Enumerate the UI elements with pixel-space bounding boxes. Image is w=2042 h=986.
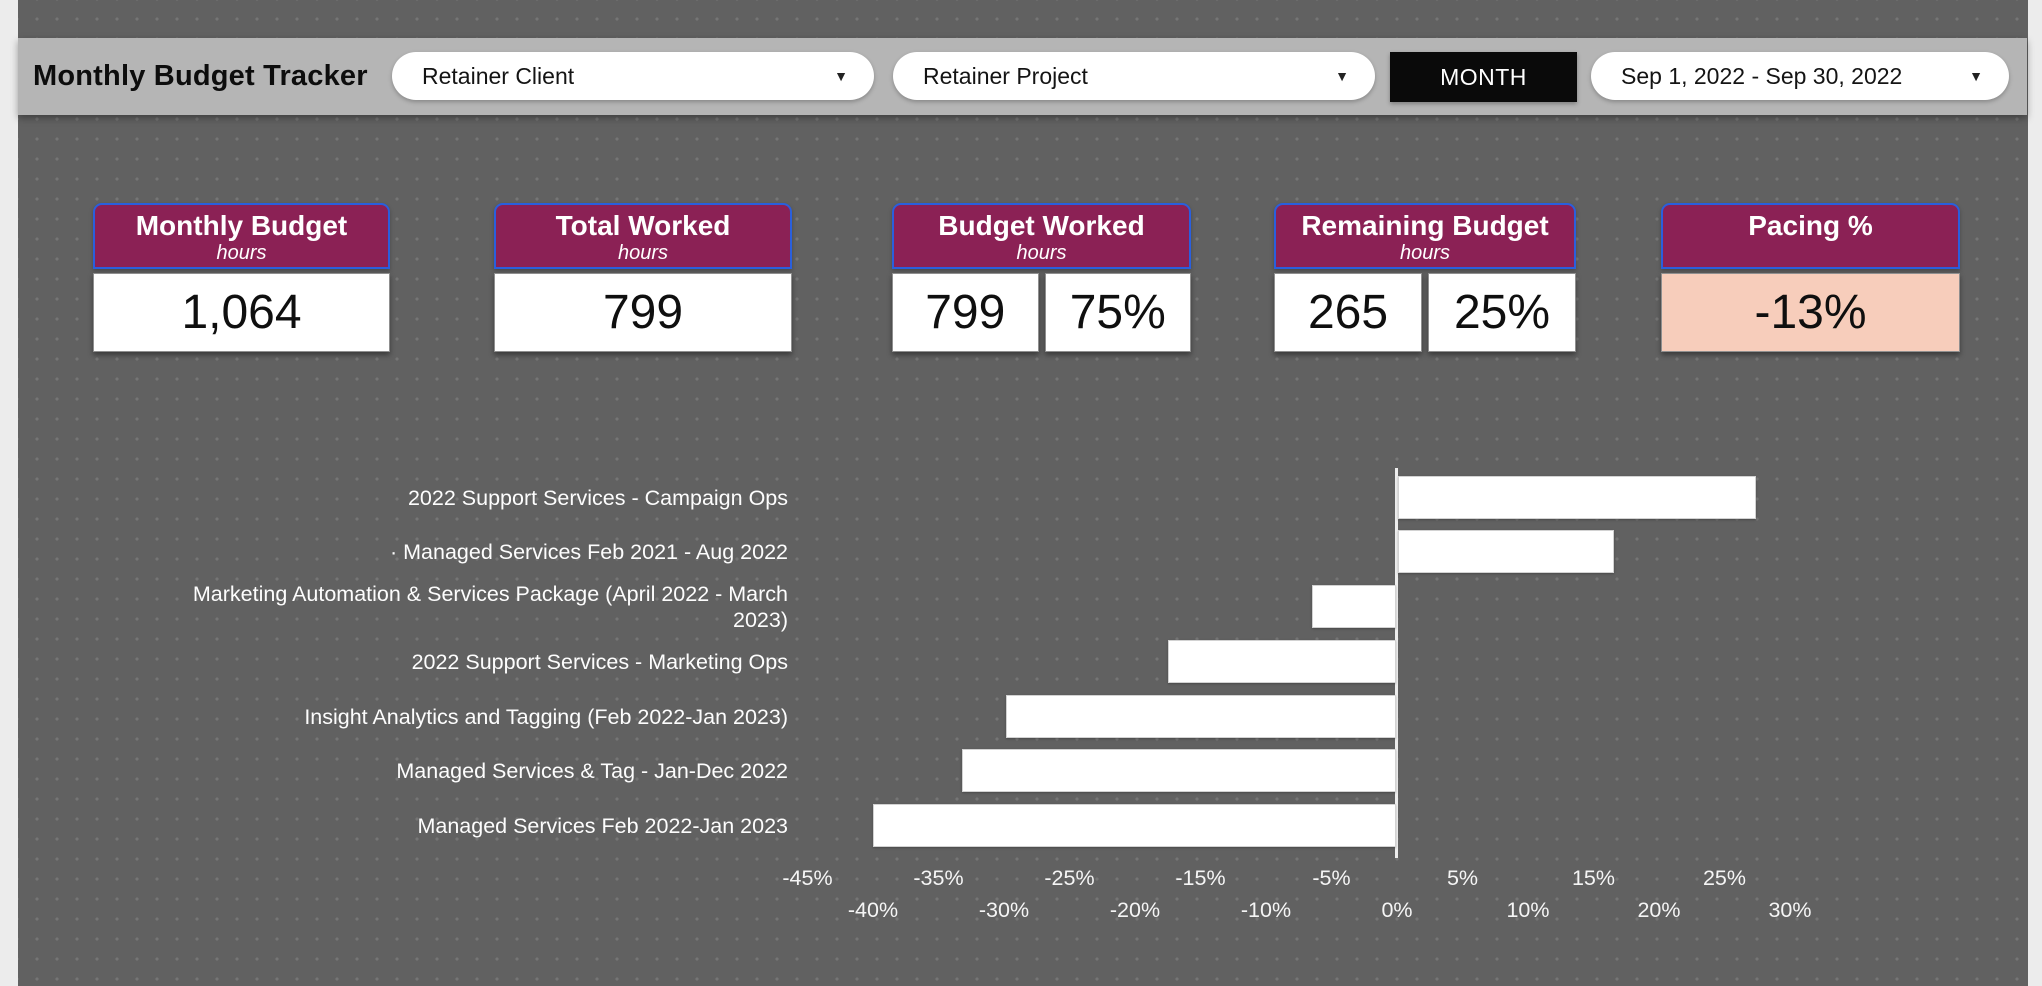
scorecard-value: 1,064 (93, 273, 390, 352)
pacing-bar[interactable] (1005, 695, 1396, 738)
x-axis-tick-label: 20% (1637, 898, 1681, 922)
scorecard-value: 799 (494, 273, 792, 352)
report-canvas: 2022 Support Services - Campaign Ops · Ma… (18, 0, 2028, 986)
chart-row: Insight Analytics and Tagging (Feb 2022-… (18, 695, 2028, 738)
pacing-bar[interactable] (1398, 476, 1756, 519)
chevron-down-icon: ▼ (1335, 68, 1349, 84)
scorecard-title: Pacing % (1748, 210, 1873, 241)
scorecard-monthly-budget: Monthly Budget hours 1,064 (93, 203, 390, 352)
scorecard-header: Pacing % (1661, 203, 1960, 269)
chart-row: Managed Services Feb 2022-Jan 2023 (18, 804, 2028, 847)
scorecard-value-hours: 265 (1274, 273, 1422, 352)
month-period-button[interactable]: MONTH (1390, 52, 1577, 102)
x-axis-tick-label: 10% (1506, 898, 1550, 922)
scorecard-header: Budget Worked hours (892, 203, 1191, 269)
scorecard-remaining-budget: Remaining Budget hours 265 25% (1274, 203, 1576, 352)
client-filter-label: Retainer Client (422, 62, 575, 89)
x-axis-tick-label: -25% (1044, 866, 1095, 890)
chevron-down-icon: ▼ (834, 68, 848, 84)
x-axis-tick-label: -5% (1312, 866, 1351, 890)
scorecard-subtitle: hours (1016, 242, 1067, 264)
category-label: 2022 Support Services - Marketing Ops (411, 649, 788, 674)
category-label: · Managed Services Feb 2021 - Aug 2022 (389, 539, 788, 564)
chart-row: 2022 Support Services - Campaign Ops (18, 476, 2028, 519)
project-filter-label: Retainer Project (923, 62, 1088, 89)
x-axis-tick-label: -10% (1240, 898, 1292, 922)
x-axis-tick-label: -45% (782, 866, 833, 890)
x-axis-tick-label: -35% (913, 866, 964, 890)
scorecard-title: Budget Worked (938, 210, 1145, 241)
x-axis-tick-label: 25% (1702, 866, 1747, 890)
date-range-dropdown[interactable]: Sep 1, 2022 - Sep 30, 2022 ▼ (1591, 52, 2009, 100)
pacing-bar[interactable] (1312, 585, 1396, 628)
pacing-bar[interactable] (873, 804, 1396, 847)
category-label: Marketing Automation & Services Package … (192, 581, 788, 632)
chart-row: Managed Services & Tag - Jan-Dec 2022 (18, 749, 2028, 792)
scorecard-value-pacing: -13% (1661, 273, 1960, 352)
date-range-value: Sep 1, 2022 - Sep 30, 2022 (1621, 62, 1903, 89)
category-label: Managed Services & Tag - Jan-Dec 2022 (396, 758, 788, 783)
x-axis-tick-label: -20% (1109, 898, 1161, 922)
x-axis-tick-label: 15% (1571, 866, 1616, 890)
x-axis-tick-label: -15% (1175, 866, 1226, 890)
scorecard-value-percent: 75% (1044, 273, 1191, 352)
x-axis-tick-label: 0% (1381, 898, 1413, 922)
category-label: 2022 Support Services - Campaign Ops (407, 485, 788, 510)
chart-row: Marketing Automation & Services Package … (18, 581, 2028, 632)
filter-bar: Monthly Budget Tracker Retainer Client ▼… (18, 38, 2027, 115)
x-axis-tick-label: -30% (978, 898, 1030, 922)
zero-axis-line (1395, 468, 1398, 858)
scorecard-title: Monthly Budget (135, 210, 348, 241)
scorecard-subtitle (1663, 242, 1958, 264)
scorecard-pacing: Pacing % -13% (1661, 203, 1960, 352)
pacing-bar[interactable] (1168, 640, 1396, 683)
page-title: Monthly Budget Tracker (33, 60, 368, 92)
scorecard-budget-worked: Budget Worked hours 799 75% (892, 203, 1191, 352)
scorecard-subtitle: hours (617, 242, 669, 264)
scorecard-header: Total Worked hours (494, 203, 792, 269)
scorecard-header: Remaining Budget hours (1274, 203, 1576, 269)
x-axis-tick-label: -40% (847, 898, 899, 922)
scorecard-value-percent: 25% (1428, 273, 1576, 352)
scorecard-header: Monthly Budget hours (93, 203, 390, 269)
category-label: Insight Analytics and Tagging (Feb 2022-… (304, 704, 788, 729)
scorecard-value-hours: 799 (892, 273, 1039, 352)
x-axis-tick-label: 30% (1768, 898, 1812, 922)
category-label: Managed Services Feb 2022-Jan 2023 (417, 813, 788, 838)
pacing-bar[interactable] (962, 749, 1396, 792)
scorecard-subtitle: hours (1399, 242, 1451, 264)
scorecard-title: Remaining Budget (1301, 210, 1549, 241)
project-filter-dropdown[interactable]: Retainer Project ▼ (893, 52, 1375, 100)
chart-row: 2022 Support Services - Marketing Ops (18, 640, 2028, 683)
chart-row: · Managed Services Feb 2021 - Aug 2022 (18, 530, 2028, 573)
client-filter-dropdown[interactable]: Retainer Client ▼ (392, 52, 874, 100)
scorecard-title: Total Worked (555, 210, 731, 241)
scorecard-total-worked: Total Worked hours 799 (494, 203, 792, 352)
pacing-bar[interactable] (1398, 530, 1615, 573)
chevron-down-icon: ▼ (1969, 68, 1983, 84)
scorecard-subtitle: hours (216, 242, 267, 264)
month-period-label: MONTH (1440, 63, 1527, 90)
x-axis-tick-label: 5% (1446, 866, 1479, 890)
